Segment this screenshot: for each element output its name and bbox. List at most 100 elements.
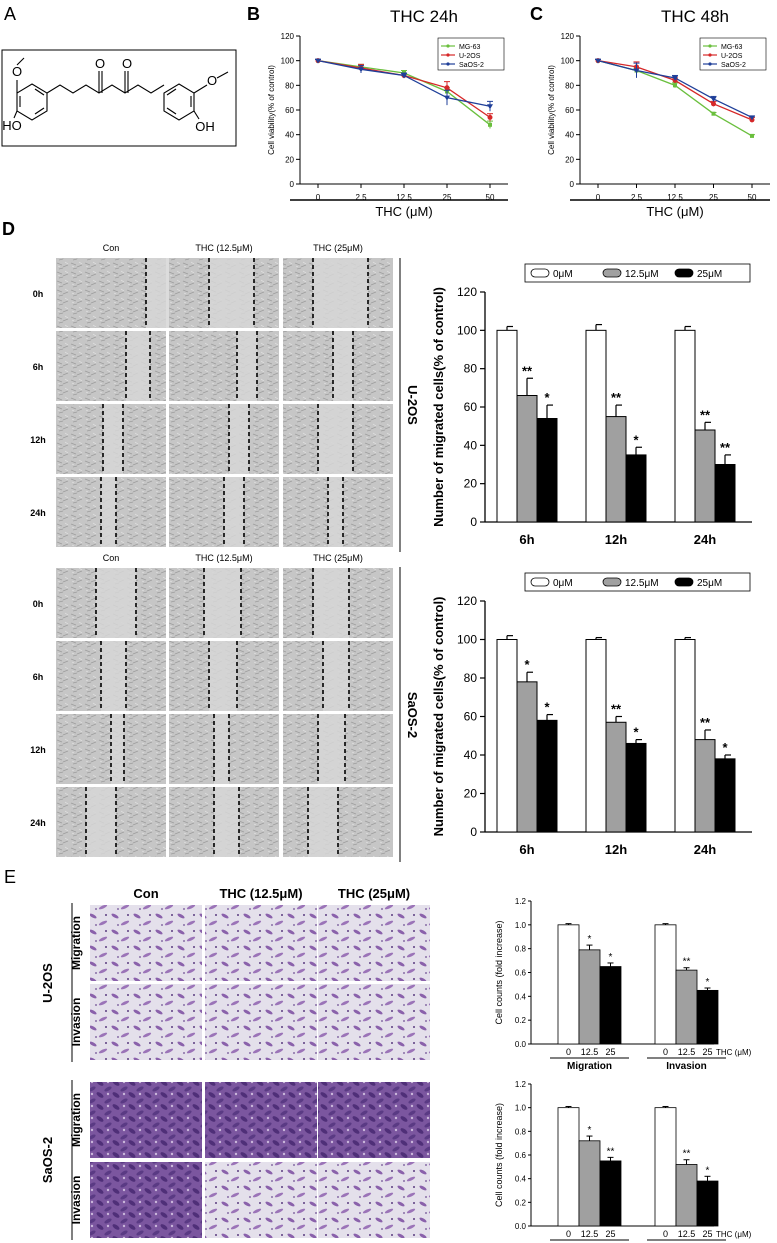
legend-label: SaOS-2 bbox=[459, 62, 484, 69]
data-point bbox=[487, 114, 493, 120]
scratch-gap bbox=[229, 404, 249, 474]
legend-swatch bbox=[602, 577, 622, 587]
legend-swatch bbox=[674, 268, 694, 278]
bar-25μM-24h bbox=[714, 464, 736, 523]
x-tick-label: 0 bbox=[596, 193, 601, 202]
data-point bbox=[711, 111, 716, 116]
significance-mark: ** bbox=[683, 1149, 691, 1160]
y-tick-label: 0.0 bbox=[515, 1222, 527, 1231]
x-tick-label: 25 bbox=[709, 193, 718, 202]
legend-marker bbox=[446, 44, 450, 48]
scratch-gap bbox=[237, 331, 257, 401]
series-line-MG-63 bbox=[597, 60, 753, 137]
scratch-gap bbox=[209, 258, 254, 328]
y-tick-label: 0.2 bbox=[515, 1016, 527, 1025]
x-tick-label: 12.5 bbox=[396, 193, 412, 202]
structure-frame bbox=[1, 49, 237, 147]
y-axis-label: Cell viability(% of control) bbox=[547, 65, 556, 155]
transwell-image bbox=[90, 984, 202, 1060]
chart-title: THC 48h bbox=[661, 7, 729, 26]
y-tick-label: 0.6 bbox=[515, 969, 527, 978]
bar-25μM-12h bbox=[625, 454, 647, 523]
scratch-gap bbox=[204, 568, 241, 638]
atom-oh-right: OH bbox=[195, 119, 215, 134]
row-label: Migration bbox=[69, 916, 83, 970]
y-tick-label: 100 bbox=[561, 57, 575, 66]
x-tick-label: 24h bbox=[694, 842, 716, 857]
panel-label-c: C bbox=[530, 4, 543, 24]
chart-title: THC 24h bbox=[390, 7, 458, 26]
row-label: Invasion bbox=[69, 1176, 83, 1225]
x-tick-label: 2.5 bbox=[355, 193, 367, 202]
y-axis-label: Number of migrated cells(% of control) bbox=[431, 597, 446, 837]
transwell-image bbox=[318, 1162, 430, 1238]
transwell-image bbox=[90, 1162, 202, 1238]
y-tick-label: 100 bbox=[457, 323, 477, 337]
panel-label-e: E bbox=[4, 867, 16, 887]
atom-ho-left: HO bbox=[2, 118, 22, 133]
y-tick-label: 60 bbox=[464, 400, 478, 414]
x-tick-label: 12h bbox=[605, 532, 627, 547]
significance-mark: * bbox=[588, 934, 592, 945]
bar-0μM-24h bbox=[674, 639, 696, 833]
scratch-gap bbox=[103, 404, 123, 474]
data-point bbox=[358, 67, 364, 73]
bar-0μM-6h bbox=[496, 329, 518, 523]
bar-Migration-0 bbox=[557, 1107, 580, 1227]
transwell-image bbox=[90, 905, 202, 981]
panel-label-b: B bbox=[247, 4, 260, 24]
bar-Invasion-0 bbox=[654, 1107, 677, 1227]
group-label: Invasion bbox=[666, 1061, 707, 1072]
transwell-image bbox=[90, 1082, 202, 1158]
x-tick-label: 12.5 bbox=[678, 1229, 696, 1239]
scratch-gap bbox=[214, 787, 239, 857]
scratch-gap bbox=[318, 404, 353, 474]
y-tick-label: 60 bbox=[285, 106, 294, 115]
transwell-image bbox=[318, 984, 430, 1060]
bar-0μM-6h bbox=[496, 639, 518, 833]
scratch-gap bbox=[323, 641, 349, 711]
bar-25μM-6h bbox=[536, 418, 558, 523]
scratch-gap bbox=[96, 568, 136, 638]
bar-Invasion-25 bbox=[696, 1180, 719, 1227]
scratch-gap bbox=[126, 331, 150, 401]
x-tick-label: 2.5 bbox=[631, 193, 643, 202]
data-point bbox=[710, 96, 717, 102]
significance-mark: * bbox=[588, 1125, 592, 1136]
scratch-image bbox=[169, 331, 279, 401]
scratch-gap bbox=[318, 714, 345, 784]
scratch-gap bbox=[101, 477, 116, 547]
legend-label: 12.5μM bbox=[625, 578, 659, 589]
y-tick-label: 1.0 bbox=[515, 921, 527, 930]
data-point bbox=[711, 101, 716, 107]
legend-marker bbox=[708, 44, 712, 48]
bar-chart-saos2-migration: 0 20 40 60 80 100 120 Number of migrated cells(… bbox=[431, 572, 752, 857]
column-header: Con bbox=[133, 886, 158, 901]
y-tick-label: 0 bbox=[470, 515, 477, 529]
legend-label: U-2OS bbox=[721, 53, 743, 60]
bar-Invasion-0 bbox=[654, 924, 677, 1045]
y-tick-label: 40 bbox=[464, 438, 478, 452]
legend-marker bbox=[708, 53, 712, 57]
transwell-image bbox=[318, 905, 430, 981]
bar-Migration-25 bbox=[599, 1160, 622, 1227]
x-tick-label: 50 bbox=[486, 193, 495, 202]
significance-mark: ** bbox=[720, 440, 731, 455]
significance-mark: * bbox=[633, 432, 639, 447]
x-tick-label: 12h bbox=[605, 842, 627, 857]
legend-swatch bbox=[530, 268, 550, 278]
scratch-gap bbox=[101, 641, 126, 711]
x-tick-label: 0 bbox=[663, 1047, 668, 1057]
y-tick-label: 20 bbox=[565, 155, 574, 164]
scratch-gap bbox=[308, 787, 338, 857]
row-label: 12h bbox=[30, 435, 46, 445]
bar-Invasion-12.5 bbox=[675, 969, 698, 1045]
y-tick-label: 0 bbox=[470, 825, 477, 839]
bar-Migration-12.5 bbox=[578, 949, 601, 1045]
x-tick-label: 24h bbox=[694, 532, 716, 547]
scratch-gap bbox=[209, 641, 237, 711]
column-header: Con bbox=[103, 553, 120, 563]
y-tick-label: 0 bbox=[290, 180, 295, 189]
line-chart-thc-24h: THC 24h 0 20 40 60 80 100 120 0 2.5 12.5 25 50 Cell v… bbox=[267, 7, 508, 219]
legend-swatch bbox=[674, 577, 694, 587]
